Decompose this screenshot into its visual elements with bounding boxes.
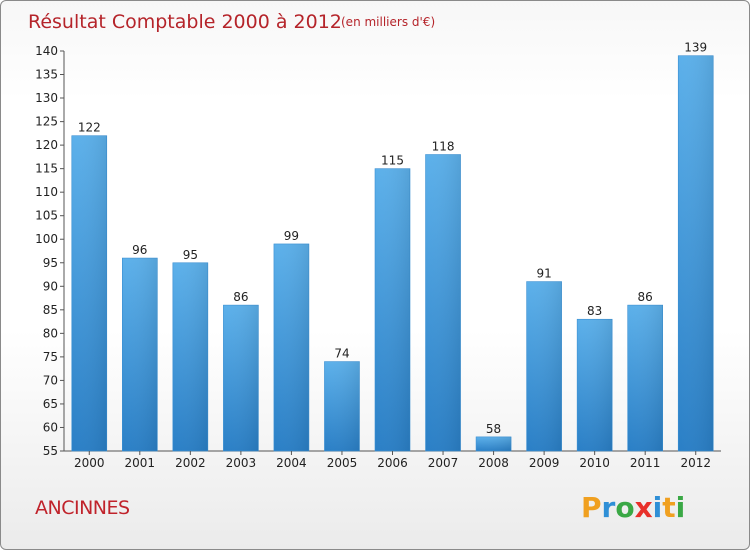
x-tick-label-2002: 2002	[175, 456, 206, 470]
y-tick-label: 120	[35, 138, 58, 152]
data-label-2000: 122	[78, 121, 101, 135]
bars-group: 122 96 95 86 99 74 115 118 58 91 83 86 139	[71, 41, 714, 452]
y-tick-label: 65	[43, 397, 58, 411]
bar-shade-2004	[273, 243, 309, 451]
y-tick-label: 135	[35, 68, 58, 82]
y-tick-label: 75	[43, 350, 58, 364]
data-label-2010: 83	[587, 304, 602, 318]
bar-shade-2000	[71, 135, 107, 452]
bar-shade-2012	[678, 55, 714, 452]
y-tick-label: 95	[43, 256, 58, 270]
x-tick-label-2012: 2012	[680, 456, 711, 470]
bar-shade-2008	[476, 436, 512, 451]
x-tick-label-2010: 2010	[579, 456, 610, 470]
y-tick-label: 70	[43, 373, 58, 387]
x-tick-label-2006: 2006	[377, 456, 408, 470]
y-tick-label: 140	[35, 44, 58, 58]
y-tick-label: 115	[35, 162, 58, 176]
data-label-2006: 115	[381, 154, 404, 168]
data-label-2008: 58	[486, 422, 501, 436]
x-tick-label-2000: 2000	[74, 456, 105, 470]
chart-subtitle: (en milliers d'€)	[341, 15, 435, 29]
logo-letter: i	[676, 491, 686, 524]
y-tick-label: 110	[35, 185, 58, 199]
x-tick-label-2011: 2011	[630, 456, 661, 470]
logo-letter: t	[662, 491, 675, 524]
x-tick-label-2008: 2008	[478, 456, 509, 470]
logo-letter: i	[653, 491, 663, 524]
data-label-2005: 74	[334, 347, 349, 361]
data-label-2012: 139	[684, 41, 707, 55]
bar-shade-2010	[577, 319, 613, 451]
bar-shade-2011	[627, 305, 663, 451]
y-tick-label: 85	[43, 303, 58, 317]
y-tick-label: 130	[35, 91, 58, 105]
y-tick-label: 55	[43, 444, 58, 458]
place-name: ANCINNES	[35, 497, 130, 519]
bar-shade-2001	[122, 258, 158, 451]
x-tick-label-2009: 2009	[529, 456, 560, 470]
data-label-2009: 91	[536, 267, 551, 281]
proxiti-logo: Proxiti	[581, 491, 685, 524]
bar-shade-2006	[375, 168, 410, 451]
logo-letter: P	[581, 491, 602, 524]
bar-shade-2003	[223, 305, 259, 451]
data-label-2007: 118	[432, 140, 455, 154]
data-label-2003: 86	[233, 290, 248, 304]
ticks-group: 55 60 65 70 75 80 85 90 95 100 105 110 115 120 125 130 1…	[35, 44, 711, 470]
data-label-2011: 86	[638, 290, 653, 304]
y-tick-label: 125	[35, 115, 58, 129]
data-label-2001: 96	[132, 243, 147, 257]
y-tick-label: 80	[43, 326, 58, 340]
bar-shade-2002	[172, 262, 208, 451]
data-label-2004: 99	[284, 229, 299, 243]
x-tick-label-2003: 2003	[226, 456, 257, 470]
logo-letter: r	[602, 491, 616, 524]
bar-shade-2007	[425, 154, 461, 451]
y-tick-label: 90	[43, 279, 58, 293]
bar-shade-2005	[324, 361, 360, 451]
x-tick-label-2007: 2007	[428, 456, 459, 470]
chart-title: Résultat Comptable 2000 à 2012	[28, 11, 342, 33]
y-tick-label: 100	[35, 232, 58, 246]
x-tick-label-2001: 2001	[125, 456, 156, 470]
bar-shade-2009	[526, 281, 562, 451]
data-label-2002: 95	[183, 248, 198, 262]
x-tick-label-2005: 2005	[327, 456, 358, 470]
y-tick-label: 60	[43, 420, 58, 434]
logo-letter: o	[615, 491, 634, 524]
logo-letter: x	[635, 491, 653, 524]
x-tick-label-2004: 2004	[276, 456, 307, 470]
y-tick-label: 105	[35, 209, 58, 223]
